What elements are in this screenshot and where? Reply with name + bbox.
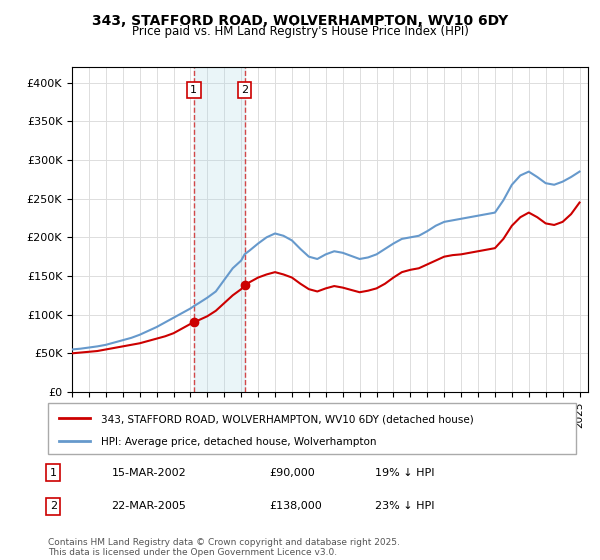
Text: £90,000: £90,000 — [270, 468, 316, 478]
Text: Contains HM Land Registry data © Crown copyright and database right 2025.
This d: Contains HM Land Registry data © Crown c… — [48, 538, 400, 557]
Text: 1: 1 — [50, 468, 57, 478]
Text: 19% ↓ HPI: 19% ↓ HPI — [376, 468, 435, 478]
Text: 343, STAFFORD ROAD, WOLVERHAMPTON, WV10 6DY (detached house): 343, STAFFORD ROAD, WOLVERHAMPTON, WV10 … — [101, 414, 473, 424]
Text: 23% ↓ HPI: 23% ↓ HPI — [376, 501, 435, 511]
Text: 343, STAFFORD ROAD, WOLVERHAMPTON, WV10 6DY: 343, STAFFORD ROAD, WOLVERHAMPTON, WV10 … — [92, 14, 508, 28]
Text: 2: 2 — [241, 85, 248, 95]
Text: 2: 2 — [50, 501, 57, 511]
Text: Price paid vs. HM Land Registry's House Price Index (HPI): Price paid vs. HM Land Registry's House … — [131, 25, 469, 38]
FancyBboxPatch shape — [48, 403, 576, 454]
Bar — [194, 67, 245, 392]
Text: 1: 1 — [190, 85, 197, 95]
Text: 15-MAR-2002: 15-MAR-2002 — [112, 468, 186, 478]
Text: HPI: Average price, detached house, Wolverhampton: HPI: Average price, detached house, Wolv… — [101, 437, 376, 447]
Text: 22-MAR-2005: 22-MAR-2005 — [112, 501, 186, 511]
Text: £138,000: £138,000 — [270, 501, 323, 511]
